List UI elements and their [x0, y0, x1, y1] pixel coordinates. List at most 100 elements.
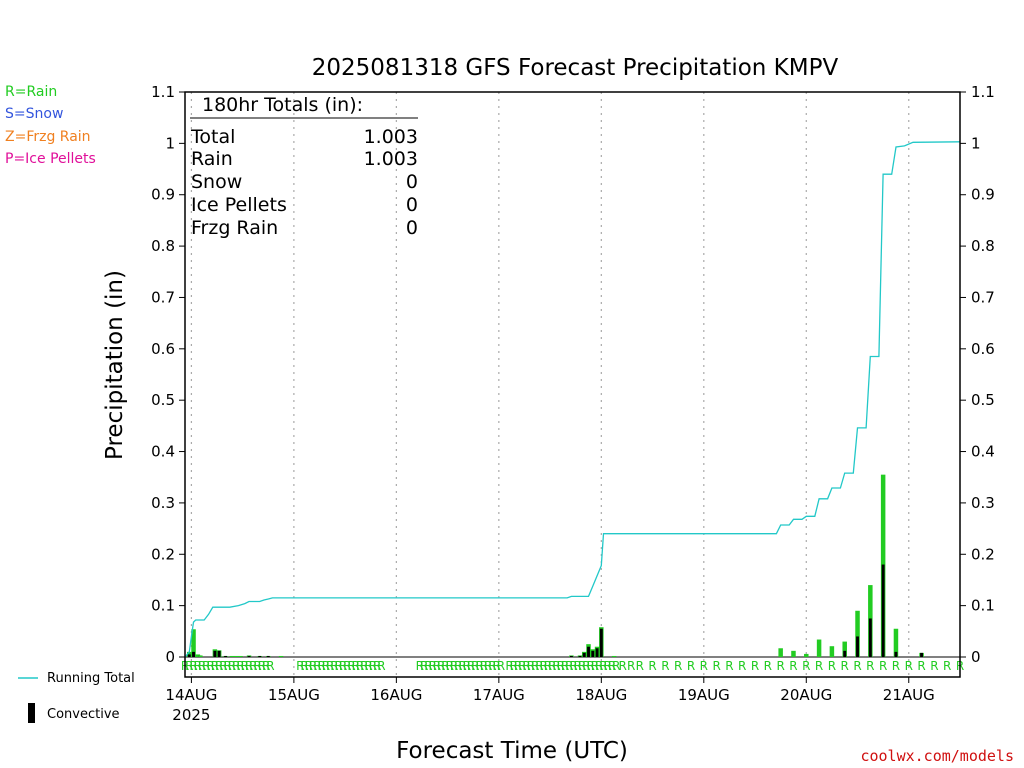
precip-bar	[842, 641, 847, 657]
y-tick-label-left: 0.1	[151, 597, 175, 615]
ptype-mark-rain: R	[905, 659, 913, 673]
ptype-mark-rain: R	[627, 659, 635, 673]
ptype-mark-rain: R	[475, 659, 483, 673]
precip-bar	[791, 650, 796, 657]
y-tick-label-right: 0.5	[971, 391, 995, 409]
x-tick-label: 19AUG	[678, 686, 730, 704]
y-tick-label-left: 0.3	[151, 494, 175, 512]
ptype-mark-rain: R	[527, 659, 535, 673]
x-tick-label: 14AUG	[165, 686, 217, 704]
y-tick-label-right: 0.4	[971, 443, 995, 461]
y-tick-label-left: 0	[165, 648, 175, 666]
ptype-mark-rain: R	[552, 659, 560, 673]
precip-bar	[816, 639, 822, 657]
precip-bar	[191, 629, 196, 657]
ptype-mark-rain: R	[712, 659, 720, 673]
ptype-mark-rain: R	[514, 659, 522, 673]
y-tick-label-left: 0.2	[151, 545, 175, 563]
ptype-mark-rain: R	[636, 659, 644, 673]
x-tick-label: 15AUG	[268, 686, 320, 704]
ptype-mark-rain: R	[441, 659, 449, 673]
y-tick-label-left: 0.9	[151, 186, 175, 204]
ptype-mark-rain: R	[454, 659, 462, 673]
x-tick-sublabel: 2025	[172, 706, 210, 724]
ptype-mark-rain: R	[687, 659, 695, 673]
ptype-mark-rain: R	[463, 659, 471, 673]
ptype-mark-rain: R	[266, 659, 274, 673]
convective-legend-label: Convective	[47, 707, 120, 722]
convective-bar	[868, 618, 872, 657]
ptype-mark-rain: R	[433, 659, 441, 673]
ptype-mark-rain: R	[330, 659, 338, 673]
series-legend: Running Total Convective	[18, 671, 135, 723]
ptype-mark-rain: R	[219, 659, 227, 673]
totals-value-snow: 0	[406, 171, 418, 193]
y-tick-label-right: 0.2	[971, 545, 995, 563]
ptype-mark-rain: R	[236, 659, 244, 673]
precip-bar	[829, 646, 835, 657]
convective-bar	[187, 654, 191, 657]
convective-bar	[591, 650, 595, 657]
precip-bar	[778, 648, 783, 657]
ptype-mark-rain: R	[189, 659, 197, 673]
ptype-mark-rain: R	[296, 659, 304, 673]
ptype-mark-rain: R	[428, 659, 436, 673]
ptype-legend-snow: S=Snow	[5, 106, 63, 122]
totals-label-frzg-rain: Frzg Rain	[191, 217, 278, 239]
x-tick-label: 20AUG	[780, 686, 832, 704]
ptype-mark-rain: R	[245, 659, 253, 673]
ptype-mark-rain: R	[356, 659, 364, 673]
ptype-mark-rain: R	[373, 659, 381, 673]
precip-bar	[229, 655, 235, 657]
precip-bar	[198, 655, 203, 657]
ptype-mark-rain: R	[604, 659, 612, 673]
ptype-mark-rain: R	[377, 659, 385, 673]
y-tick-label-right: 0	[971, 648, 981, 666]
y-axis-ticks: 0 00.1 0.10.2 0.20.3 0.30.4 0.40.5 0.50.6 0.60.…	[151, 83, 995, 666]
x-tick-label: 17AUG	[473, 686, 525, 704]
ptype-mark-rain: R	[828, 659, 836, 673]
y-tick-label-right: 0.8	[971, 237, 995, 255]
ptype-mark-rain: R	[364, 659, 372, 673]
ptype-mark-rain: R	[582, 659, 590, 673]
ptype-mark-rain: R	[561, 659, 569, 673]
totals-box: 180hr Totals (in): Total 1.003 Rain 1.00…	[190, 94, 418, 239]
x-axis-title: Forecast Time (UTC)	[396, 738, 628, 764]
ptype-mark-rain: R	[700, 659, 708, 673]
ptype-mark-rain: R	[557, 659, 565, 673]
convective-bar	[217, 650, 221, 657]
ptype-mark-rain: R	[488, 659, 496, 673]
ptype-mark-rain: R	[841, 659, 849, 673]
ptype-legend: R=Rain S=Snow Z=Frzg Rain P=Ice Pellets	[5, 84, 96, 167]
ptype-mark-rain: R	[446, 659, 454, 673]
precip-bar	[238, 655, 243, 657]
ptype-mark-rain: R	[548, 659, 556, 673]
ptype-mark-rain: R	[309, 659, 317, 673]
ptype-mark-rain: R	[531, 659, 539, 673]
ptype-mark-rain: R	[262, 659, 270, 673]
credit-text: coolwx.com/models	[860, 747, 1014, 765]
precip-bar	[804, 653, 809, 657]
ptype-mark-rain: R	[674, 659, 682, 673]
ptype-mark-rain: R	[232, 659, 240, 673]
precip-bar	[893, 628, 899, 657]
ptype-mark-rain: R	[595, 659, 603, 673]
y-tick-label-right: 0.6	[971, 340, 995, 358]
y-tick-label-left: 0.5	[151, 391, 175, 409]
ptype-mark-rain: R	[202, 659, 210, 673]
convective-bar	[192, 651, 195, 657]
y-tick-label-right: 0.1	[971, 597, 995, 615]
ptype-mark-rain: R	[347, 659, 355, 673]
ptype-mark-rain: R	[326, 659, 334, 673]
ptype-mark-rain: R	[228, 659, 236, 673]
convective-bar	[894, 651, 898, 657]
precip-bar	[611, 655, 617, 657]
ptype-mark-rain: R	[522, 659, 530, 673]
totals-label-rain: Rain	[191, 148, 233, 170]
ptype-mark-rain: R	[892, 659, 900, 673]
totals-label-ice-pellets: Ice Pellets	[191, 194, 287, 216]
ptype-mark-rain: R	[300, 659, 308, 673]
